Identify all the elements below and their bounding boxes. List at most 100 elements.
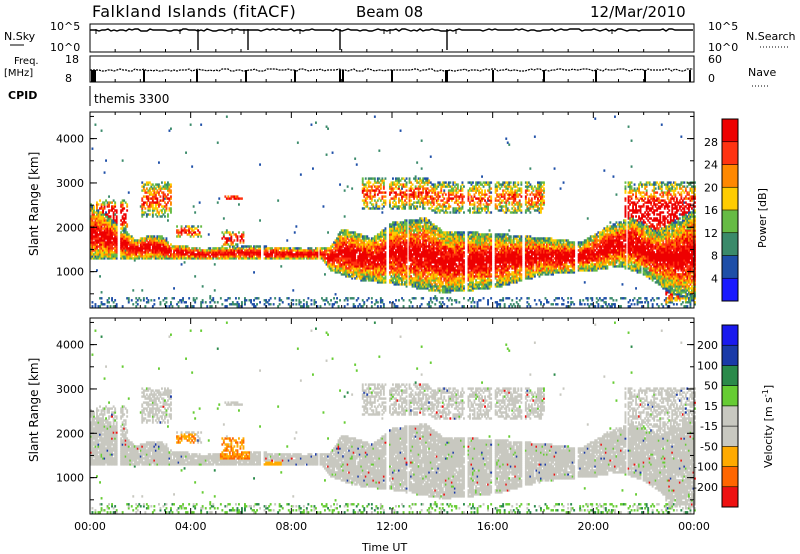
power-cell-2064 xyxy=(330,253,332,256)
power-cell-1734 xyxy=(263,249,266,252)
power-cell-1780 xyxy=(274,255,277,258)
power-cell-312 xyxy=(106,233,109,236)
power-cell-1106 xyxy=(167,193,169,196)
power-cell-1510 xyxy=(227,197,230,200)
power-cell-39 xyxy=(91,235,94,238)
power-cell-111 xyxy=(96,247,98,250)
power-cell-203 xyxy=(100,233,103,236)
power-cell-347 xyxy=(108,219,110,222)
power-cell-188 xyxy=(100,301,103,304)
cpid-label: CPID xyxy=(8,89,37,102)
power-cell-130 xyxy=(96,209,98,212)
power-cell-1438 xyxy=(218,257,221,260)
power-cell-889 xyxy=(153,299,156,302)
power-cell-898 xyxy=(153,241,156,244)
power-cell-1605 xyxy=(239,253,242,256)
power-cell-1236 xyxy=(183,253,186,256)
power-cell-1149 xyxy=(170,127,172,130)
power-cell-2136 xyxy=(337,269,340,272)
power-cell-490 xyxy=(120,245,123,248)
power-cell-280 xyxy=(105,243,107,246)
power-cell-298 xyxy=(106,301,109,304)
power-cell-2242 xyxy=(343,189,346,192)
power-cell-1295 xyxy=(191,227,194,230)
power-cell-3633 xyxy=(411,183,414,186)
power-cell-593 xyxy=(126,231,129,234)
power-cell-500 xyxy=(120,219,123,222)
power-cell-1014 xyxy=(161,235,163,238)
power-cell-1342 xyxy=(198,255,201,258)
power-cell-881 xyxy=(151,199,154,202)
power-cell-1091 xyxy=(165,183,168,186)
power-cell-1949 xyxy=(308,247,311,250)
power-cell-332 xyxy=(108,249,110,252)
power-cell-547 xyxy=(123,231,126,234)
power-cell-1964 xyxy=(312,167,314,170)
power-cell-784 xyxy=(145,215,148,218)
power-cell-958 xyxy=(158,297,160,300)
power-cell-1557 xyxy=(233,251,236,254)
power-cell-1691 xyxy=(253,251,255,254)
power-cell-2118 xyxy=(336,271,338,274)
power-cell-1485 xyxy=(225,299,228,302)
power-cell-512 xyxy=(121,247,124,250)
power-cell-314 xyxy=(106,229,109,232)
power-cell-462 xyxy=(115,253,118,256)
power-cell-297 xyxy=(106,305,109,308)
power-cell-1908 xyxy=(299,247,302,250)
power-cell-309 xyxy=(106,239,109,242)
power-cell-2015 xyxy=(324,257,326,260)
power-cell-3590 xyxy=(410,199,412,202)
power-cell-1631 xyxy=(242,245,245,248)
power-cell-3719 xyxy=(414,175,417,178)
power-cell-1673 xyxy=(250,251,252,254)
power-cell-370 xyxy=(109,231,112,234)
power-cell-243 xyxy=(102,207,104,210)
power-cell-1913 xyxy=(301,253,304,256)
power-cell-1435 xyxy=(216,247,219,250)
power-cell-364 xyxy=(109,243,112,246)
power-cell-1651 xyxy=(245,251,248,254)
power-cell-1843 xyxy=(287,257,290,260)
power-cell-1948 xyxy=(308,249,311,252)
power-cell-1193 xyxy=(177,235,180,238)
power-cell-258 xyxy=(103,235,106,238)
power-cell-2074 xyxy=(331,263,334,266)
power-cell-2091 xyxy=(333,259,335,262)
power-cell-360 xyxy=(109,251,112,254)
power-cell-1627 xyxy=(242,255,245,258)
power-cell-2060 xyxy=(330,263,332,266)
power-cell-632 xyxy=(130,247,133,250)
power-cell-1367 xyxy=(201,251,204,254)
power-cell-311 xyxy=(106,235,109,238)
power-cell-1587 xyxy=(236,237,239,240)
power-cell-240 xyxy=(102,213,104,216)
power-cell-624 xyxy=(129,237,132,240)
power-cell-747 xyxy=(142,195,145,198)
power-cell-835 xyxy=(148,197,151,200)
power-cell-80 xyxy=(94,303,97,306)
power-cell-157 xyxy=(97,209,100,212)
power-cell-886 xyxy=(151,187,154,190)
power-cell-294 xyxy=(105,211,107,214)
power-cell-345 xyxy=(108,223,110,226)
power-cell-22 xyxy=(90,209,92,212)
power-cell-759 xyxy=(144,245,147,248)
power-cell-192 xyxy=(100,255,103,258)
power-cell-818 xyxy=(148,257,151,260)
power-cell-431 xyxy=(112,199,115,202)
power-cell-1608 xyxy=(239,247,242,250)
power-cell-1565 xyxy=(235,303,237,306)
power-cell-2045 xyxy=(328,267,331,270)
power-cell-4688 xyxy=(450,299,453,302)
power-cell-940 xyxy=(156,245,159,248)
power-cell-505 xyxy=(120,201,123,204)
power-cell-1280 xyxy=(189,251,192,254)
power-cell-1179 xyxy=(176,245,178,248)
power-cell-1539 xyxy=(230,195,233,198)
power-cell-1429 xyxy=(216,301,219,304)
power-cell-817 xyxy=(147,181,150,184)
power-cell-535 xyxy=(123,255,126,258)
power-cell-938 xyxy=(156,249,159,252)
power-cell-1255 xyxy=(186,305,189,308)
